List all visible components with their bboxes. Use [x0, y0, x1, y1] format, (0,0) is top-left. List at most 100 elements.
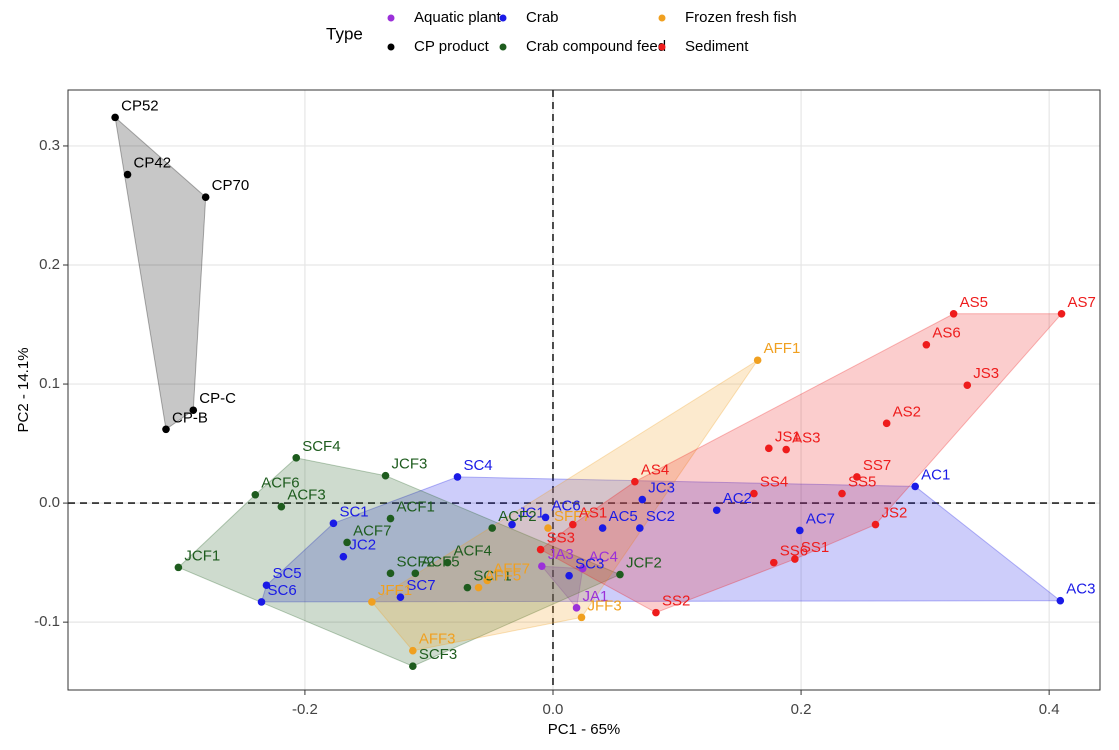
point [1057, 310, 1066, 318]
point-layer [111, 113, 1066, 670]
point-label: SS6 [780, 543, 808, 560]
point [536, 545, 545, 554]
point-label: SS5 [848, 474, 876, 491]
label-layer: JA3 AC4 JA1 CP52 CP42 CP70 CP-C CP-B SC4 SC1 JC2 SC… [121, 97, 1096, 663]
point-label: AFF3 [419, 631, 456, 648]
point [578, 564, 587, 573]
point [396, 593, 405, 601]
point-label: CP42 [134, 154, 172, 171]
point [463, 583, 472, 592]
y-tick-label: 0.2 [39, 256, 60, 273]
point [174, 563, 183, 572]
point-label: SS7 [863, 457, 891, 474]
point [791, 555, 799, 563]
point [949, 310, 958, 318]
point [292, 454, 301, 462]
point [443, 558, 452, 567]
point-label: SC3 [575, 556, 604, 573]
point [638, 495, 647, 504]
point-label: JA3 [548, 546, 574, 563]
point-label: JC1 [518, 504, 545, 521]
point-label: AS5 [960, 294, 988, 311]
point-label: AC1 [921, 466, 950, 483]
point-label: JCF1 [184, 547, 220, 564]
point [343, 538, 351, 547]
point [409, 662, 417, 670]
x-tick-label: 0.4 [1039, 701, 1060, 718]
point-label: ACF3 [287, 487, 325, 504]
point-label: SC7 [406, 577, 435, 594]
point-label: JFF1 [378, 582, 412, 599]
point-label: SC6 [268, 582, 297, 599]
point-label: SS3 [547, 529, 575, 546]
point [1056, 596, 1065, 605]
point-label: AS1 [579, 504, 607, 521]
x-tick-label: 0.0 [543, 701, 564, 718]
point [544, 524, 552, 532]
point [262, 581, 271, 590]
point [712, 506, 721, 515]
legend-marker [499, 43, 507, 51]
point [963, 381, 972, 390]
point-label: AS7 [1068, 294, 1096, 311]
point [386, 514, 395, 523]
point [871, 520, 880, 529]
point [769, 558, 778, 567]
point-label: JC2 [349, 537, 376, 554]
legend-marker [658, 14, 666, 22]
y-tick-label: 0.3 [39, 137, 60, 154]
x-tick-label: -0.2 [292, 701, 318, 718]
hull-layer [114, 116, 1063, 667]
point [636, 524, 644, 532]
legend-label: Frozen fresh fish [685, 9, 797, 26]
point-label: AS6 [932, 325, 960, 342]
point [189, 406, 198, 415]
point-label: AFF1 [764, 340, 801, 357]
point [386, 569, 395, 578]
point [257, 598, 266, 606]
point [572, 604, 581, 612]
y-tick-label: -0.1 [34, 613, 60, 630]
point-label: JFF3 [588, 597, 622, 614]
point-label: ACF7 [353, 522, 391, 539]
point-label: ACF2 [498, 508, 536, 525]
point [577, 613, 586, 622]
legend-marker [387, 14, 395, 22]
legend-label: Crab compound feed [526, 38, 666, 55]
point [162, 425, 170, 434]
point-label: AC6 [552, 497, 581, 514]
point [838, 489, 846, 498]
legend-label: CP product [414, 38, 490, 55]
point-label: JA1 [583, 588, 609, 605]
point-label: JS2 [881, 504, 907, 521]
x-tick-label: 0.2 [791, 701, 812, 718]
point-label: AC4 [589, 549, 618, 566]
point [922, 340, 931, 349]
point-label: AC2 [723, 490, 752, 507]
point-label: SCF1 [473, 568, 511, 585]
legend-title: Type [326, 24, 363, 43]
point-label: CP-B [172, 409, 208, 426]
point [329, 519, 338, 528]
y-tick-label: 0.1 [39, 375, 60, 392]
point [538, 562, 546, 570]
point-label: AFF7 [493, 560, 530, 577]
point-label: SC5 [272, 565, 301, 582]
point-label: CP-C [199, 390, 236, 407]
point [882, 419, 891, 428]
point [541, 513, 550, 522]
point-label: SFF7 [554, 508, 591, 525]
point [201, 193, 210, 201]
point-label: SCF2 [397, 553, 435, 570]
point [409, 646, 417, 655]
y-axis-label: PC2 - 14.1% [15, 347, 32, 432]
point [111, 113, 119, 122]
point [782, 445, 790, 454]
point [453, 473, 462, 481]
point-label: AC3 [1066, 581, 1095, 598]
point [483, 576, 492, 585]
point-label: SS4 [760, 474, 788, 491]
point [631, 477, 639, 486]
point-label: JC3 [648, 479, 675, 496]
point-label: SCF4 [302, 438, 340, 455]
